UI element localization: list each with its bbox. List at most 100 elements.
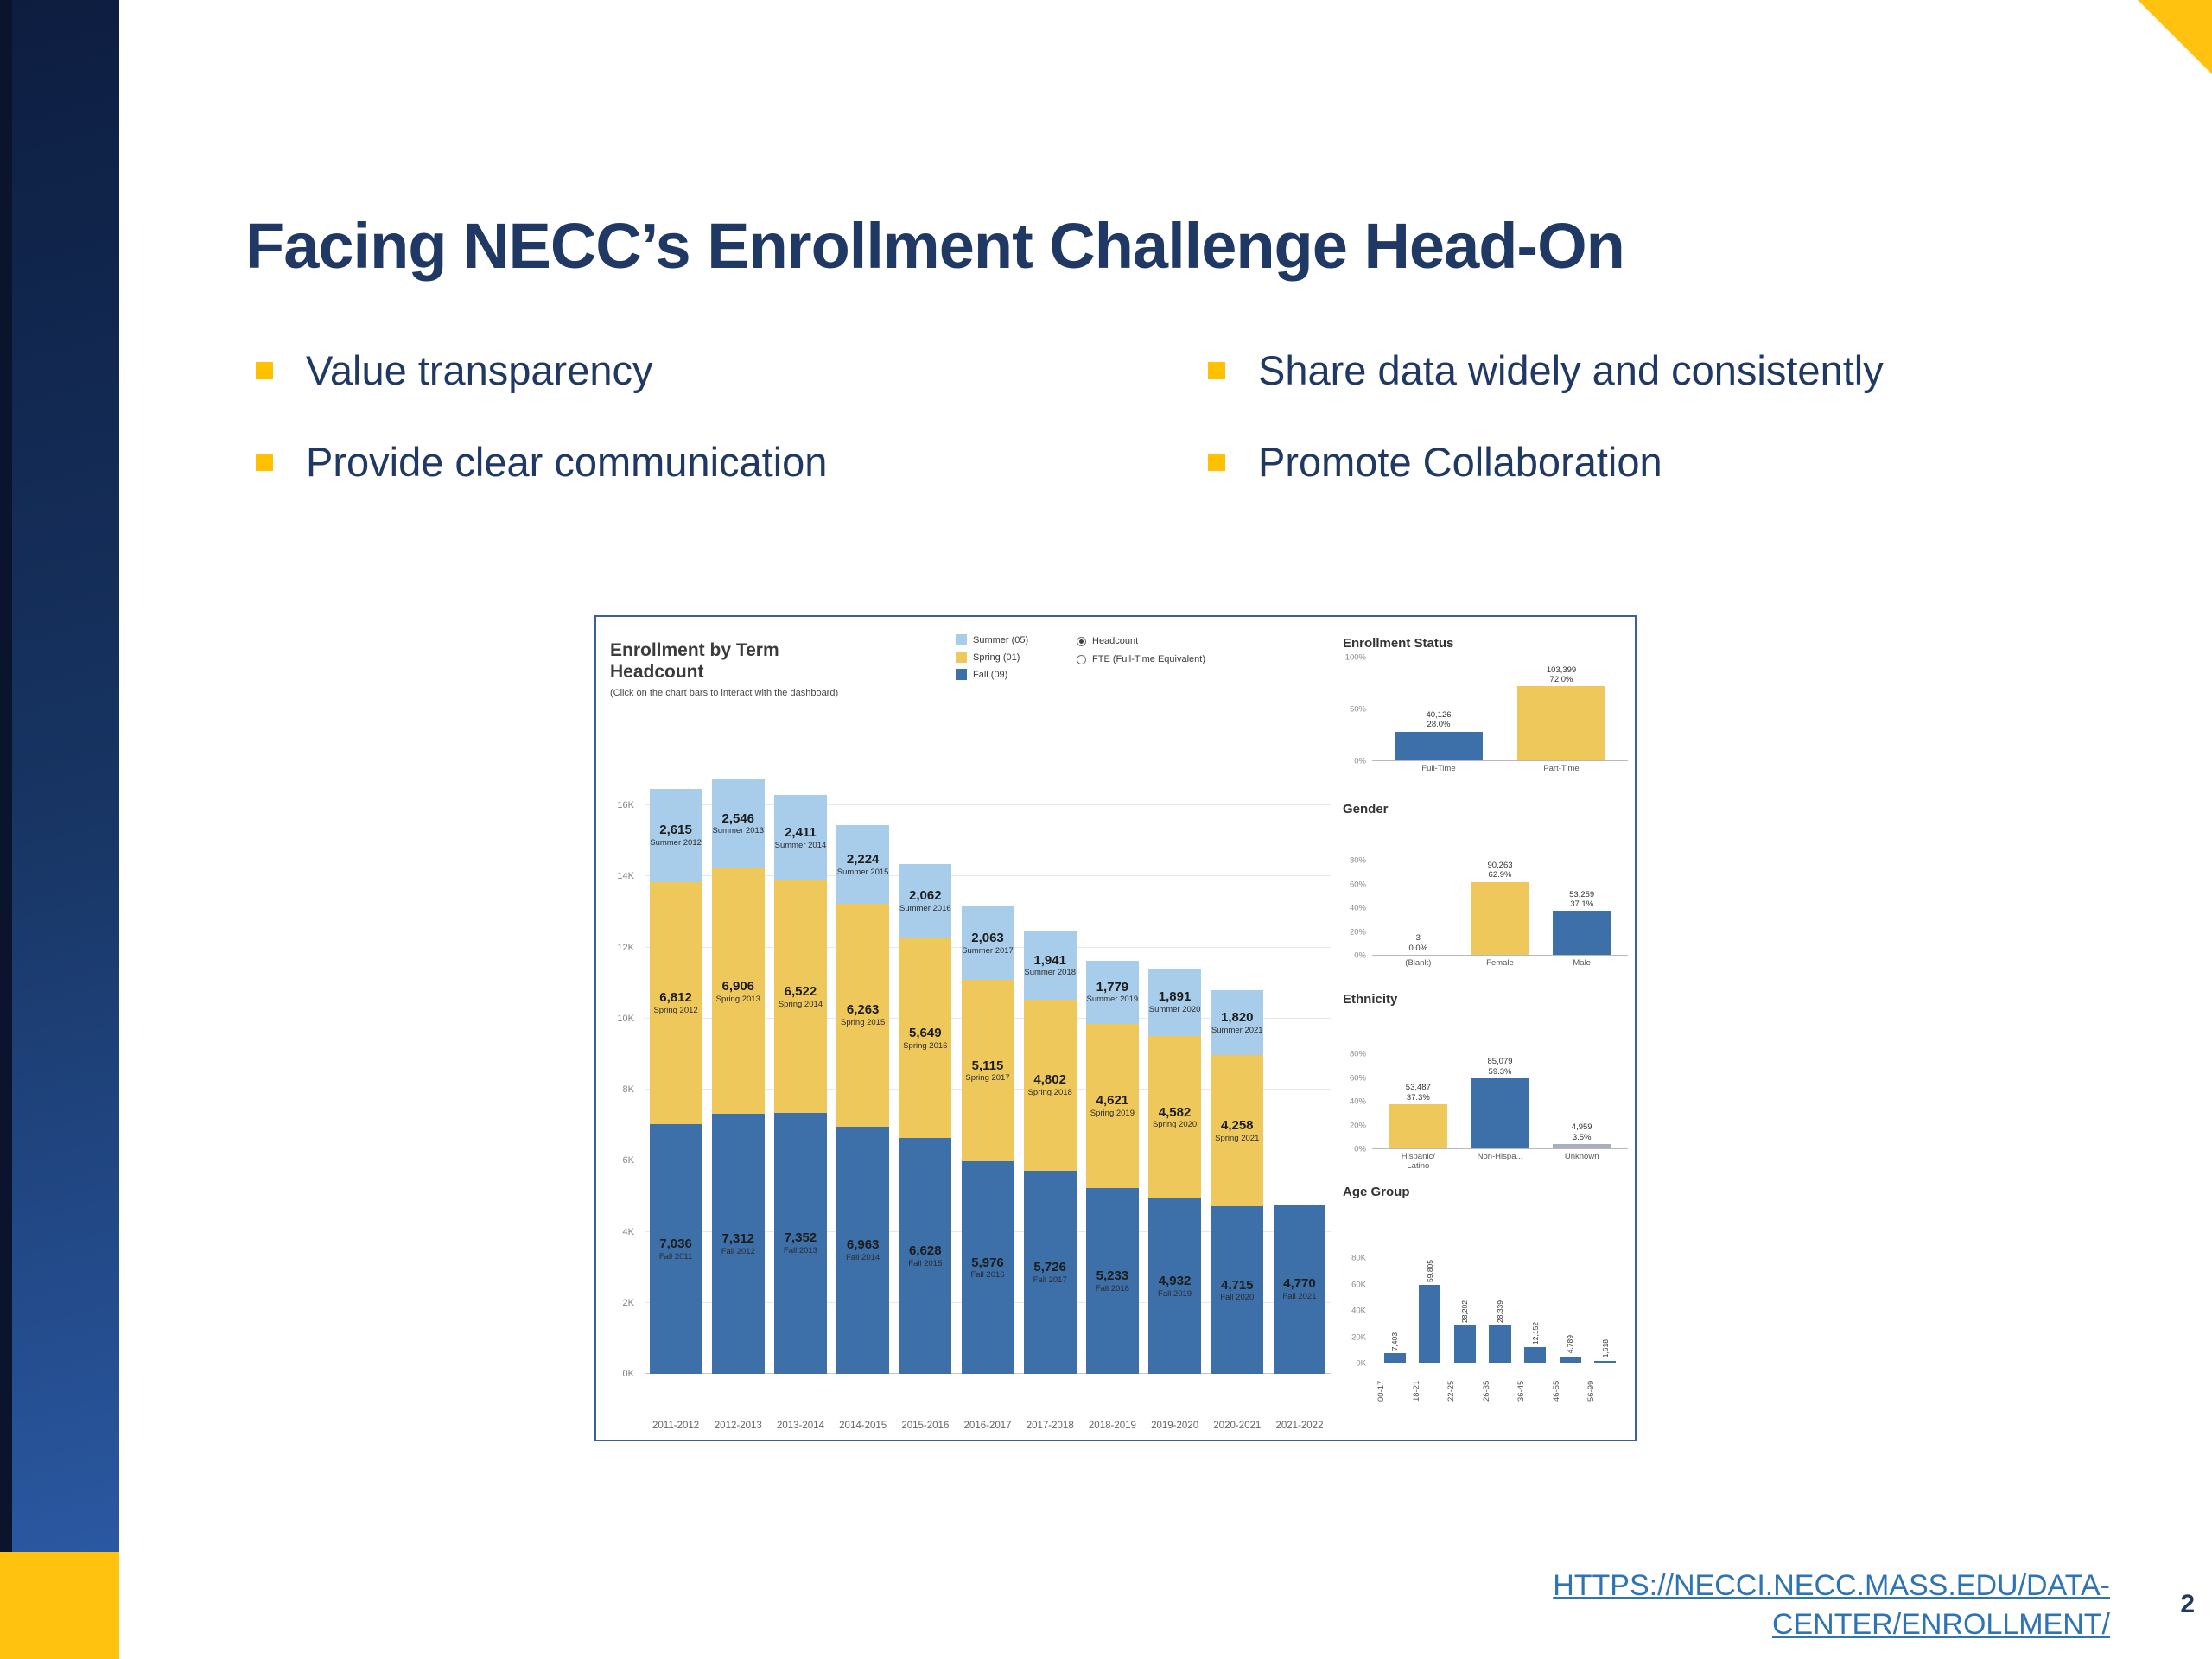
bar-segment-fall-09-2011-2012[interactable]: 7,036 Fall 2011 [649,1123,702,1374]
legend-item-fall-09[interactable]: Fall (09) [956,669,1028,680]
y-tick: 50% [1349,704,1366,715]
bar-segment-fall-09-2017-2018[interactable]: 5,726 Fall 2017 [1023,1170,1077,1374]
bar-segment-spring-01-2019-2020[interactable]: 4,582 Spring 2020 [1148,1035,1201,1199]
bar-stack: 1,820 Summer 2021 4,258 Spring 2021 4,715 Fal… [1211,990,1264,1374]
x-tick: Female [1486,958,1514,968]
bar [1419,1284,1441,1363]
page-number: 2 [2180,1590,2195,1618]
bar-value: 4,932 [1158,1274,1192,1289]
bar-segment-fall-09-2021-2022[interactable]: 4,770 Fall 2021 [1273,1204,1326,1374]
bar-value: 4,959 [1571,1122,1592,1133]
bar-full-time[interactable]: 40,126 28.0% [1377,658,1500,760]
bar-segment-summer-05-2012-2013[interactable]: 2,546 Summer 2013 [711,778,765,869]
bar-term: Spring 2019 [1090,1109,1135,1119]
bar-label: 90,263 62.9% [1487,861,1512,880]
bar-segment-summer-05-2020-2021[interactable]: 1,820 Summer 2021 [1211,990,1264,1055]
radio-option-fte-full-time-equivalent[interactable]: FTE (Full-Time Equivalent) [1077,654,1205,664]
bar-segment-summer-05-2013-2014[interactable]: 2,411 Summer 2014 [774,795,827,881]
left-accent-dark-strip [0,0,12,1659]
bar-blank[interactable]: 3 0.0% [1377,861,1459,955]
bar-term: Fall 2014 [846,1253,880,1263]
bar-segment-spring-01-2018-2019[interactable]: 4,621 Spring 2019 [1086,1023,1139,1188]
source-link[interactable]: HTTPS://NECCI.NECC.MASS.EDU/DATA- CENTER… [1553,1567,2110,1645]
bar-segment-spring-01-2012-2013[interactable]: 6,906 Spring 2013 [711,868,765,1115]
bar-column-2011-2012: 2,615 Summer 2012 6,812 Spring 2012 7,036 Fal… [645,788,707,1374]
y-tick: 0K [622,1369,634,1379]
mini-x-axis: Full-Time Part-Time [1372,764,1628,774]
bar-value: 6,628 [909,1243,942,1259]
mini-chart-body: 80% 60% 40% 20% 0% 3 0.0% 90,263 62.9% 53,259 37.1… [1343,856,1628,961]
bar-unknown[interactable]: 4,959 3.5% [1541,1054,1623,1148]
bar-36-45[interactable]: 12,152 [1517,1258,1553,1363]
bar-00-17[interactable]: 7,403 [1377,1258,1413,1363]
bar-segment-spring-01-2014-2015[interactable]: 6,263 Spring 2015 [836,904,889,1127]
bar-label: 6,906 Spring 2013 [716,979,760,1004]
bar-46-55[interactable]: 4,789 [1553,1258,1588,1363]
radio-label: FTE (Full-Time Equivalent) [1092,654,1206,664]
legend-item-spring-01[interactable]: Spring (01) [956,652,1028,663]
bar-segment-summer-05-2015-2016[interactable]: 2,062 Summer 2016 [899,864,952,938]
bar [1516,686,1606,760]
bar-label: 85,079 59.3% [1487,1057,1512,1077]
bar-label: 2,546 Summer 2013 [712,811,764,836]
bar-18-21[interactable]: 59,805 [1413,1258,1448,1363]
bar-segment-summer-05-2019-2020[interactable]: 1,891 Summer 2020 [1148,968,1201,1036]
bullet-item: Promote Collaboration [1208,439,2141,486]
bar-female[interactable]: 90,263 62.9% [1459,861,1541,955]
bar-column-2019-2020: 1,891 Summer 2020 4,582 Spring 2020 4,932 Fal… [1144,805,1206,1374]
source-link-line1[interactable]: HTTPS://NECCI.NECC.MASS.EDU/DATA- [1553,1568,2110,1602]
bar-segment-spring-01-2017-2018[interactable]: 4,802 Spring 2018 [1023,1000,1077,1171]
bar-label: 40,126 28.0% [1426,710,1451,730]
legend-item-summer-05[interactable]: Summer (05) [956,634,1028,645]
bar-segment-fall-09-2018-2019[interactable]: 5,233 Fall 2018 [1086,1187,1139,1374]
x-tick: 00-17 [1376,1380,1386,1402]
bar-segment-fall-09-2019-2020[interactable]: 4,932 Fall 2019 [1148,1198,1201,1374]
bar-label: 59,805 [1425,1259,1434,1282]
radio-option-headcount[interactable]: Headcount [1077,636,1205,646]
bar [1559,1356,1581,1363]
bar-segment-summer-05-2016-2017[interactable]: 2,063 Summer 2017 [961,906,1014,980]
legend-label: Spring (01) [973,652,1020,663]
bar-segment-spring-01-2011-2012[interactable]: 6,812 Spring 2012 [649,881,702,1124]
bar-22-25[interactable]: 28,202 [1447,1258,1483,1363]
bar-segment-fall-09-2016-2017[interactable]: 5,976 Fall 2016 [961,1161,1014,1374]
mini-chart-title: Gender [1343,802,1389,817]
bar-segment-fall-09-2013-2014[interactable]: 7,352 Fall 2013 [774,1112,827,1374]
bar-segment-fall-09-2015-2016[interactable]: 6,628 Fall 2015 [899,1138,952,1374]
bar-hispanic-latino[interactable]: 53,487 37.3% [1377,1054,1459,1148]
bar-term: Spring 2017 [965,1073,1010,1084]
bar-segment-summer-05-2018-2019[interactable]: 1,779 Summer 2019 [1086,960,1139,1024]
bar-label: 1,941 Summer 2018 [1024,953,1076,978]
y-tick: 40K [1351,1306,1366,1316]
bar-column-2017-2018: 1,941 Summer 2018 4,802 Spring 2018 5,726 Fal… [1019,805,1081,1374]
bar-segment-fall-09-2012-2013[interactable]: 7,312 Fall 2012 [711,1114,765,1374]
bar-segment-spring-01-2015-2016[interactable]: 5,649 Spring 2016 [899,938,952,1139]
bar-segment-spring-01-2020-2021[interactable]: 4,258 Spring 2021 [1211,1055,1264,1207]
bullet-icon [1208,362,1225,379]
bar-segment-summer-05-2011-2012[interactable]: 2,615 Summer 2012 [649,788,702,882]
bar-value: 7,352 [784,1230,817,1246]
bar-segment-summer-05-2014-2015[interactable]: 2,224 Summer 2015 [836,824,889,905]
bar-non-hispa[interactable]: 85,079 59.3% [1459,1054,1541,1148]
bullet-list-left: Value transparency Provide clear communi… [256,347,1146,531]
bar-label: 4,802 Spring 2018 [1028,1072,1072,1097]
x-tick: Part-Time [1543,764,1580,773]
dashboard-title: Enrollment by Term Headcount (Click on t… [610,639,838,698]
bar-segment-spring-01-2016-2017[interactable]: 5,115 Spring 2017 [961,979,1014,1162]
bar-term: Summer 2021 [1211,1025,1263,1035]
bar-part-time[interactable]: 103,399 72.0% [1500,658,1623,760]
bar-male[interactable]: 53,259 37.1% [1541,861,1623,955]
x-tick: 2015-2016 [901,1421,950,1431]
bar-segment-fall-09-2014-2015[interactable]: 6,963 Fall 2014 [836,1126,889,1374]
bar-segment-fall-09-2020-2021[interactable]: 4,715 Fall 2020 [1211,1206,1264,1374]
bar-26-35[interactable]: 28,339 [1483,1258,1518,1363]
source-link-line2[interactable]: CENTER/ENROLLMENT/ [1771,1608,2110,1642]
bar-label: 4,621 Spring 2019 [1090,1093,1135,1118]
bar-segment-summer-05-2017-2018[interactable]: 1,941 Summer 2018 [1023,931,1077,1001]
bar-segment-spring-01-2013-2014[interactable]: 6,522 Spring 2014 [774,880,827,1113]
y-tick: 60% [1349,1073,1366,1083]
bar-value: 2,063 [971,931,1004,946]
bar-value: 90,263 [1487,861,1513,870]
mini-chart-ethnicity: Ethnicity 80% 60% 40% 20% 0% 53,487 37.3% 85,079… [1343,992,1628,1185]
bar-56-99[interactable]: 1,618 [1587,1258,1623,1363]
